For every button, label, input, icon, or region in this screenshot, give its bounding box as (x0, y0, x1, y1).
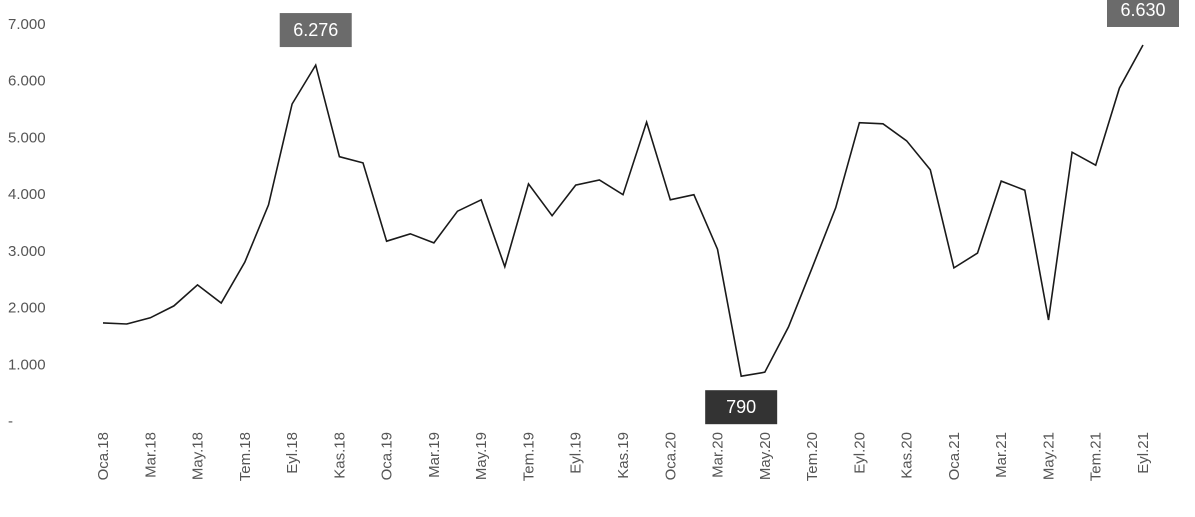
x-tick-label: Kas.19 (615, 432, 632, 479)
x-tick-label: Eyl.21 (1135, 432, 1152, 474)
y-tick-label: 5.000 (8, 129, 46, 146)
y-tick-label: 7.000 (8, 16, 46, 33)
x-tick-label: Oca.21 (946, 432, 963, 480)
value-label-box (705, 390, 778, 425)
value-label-box (1107, 0, 1179, 27)
x-tick-label: Mar.18 (142, 432, 159, 478)
x-tick-label: Tem.18 (237, 432, 254, 481)
y-tick-label: 4.000 (8, 186, 46, 203)
x-tick-label: Mar.20 (710, 432, 727, 478)
y-tick-label: 3.000 (8, 243, 46, 260)
y-tick-label: 1.000 (8, 356, 46, 373)
y-tick-label: - (8, 413, 13, 430)
value-label-box (279, 13, 352, 48)
x-tick-label: Kas.18 (331, 432, 348, 479)
x-tick-label: Mar.19 (426, 432, 443, 478)
x-tick-label: Eyl.18 (284, 432, 301, 474)
x-tick-label: May.20 (757, 432, 774, 480)
x-tick-label: Oca.18 (95, 432, 112, 480)
x-tick-label: Oca.20 (662, 432, 679, 480)
value-label: 790 (726, 397, 756, 417)
x-tick-label: Tem.19 (520, 432, 537, 481)
x-tick-label: Eyl.19 (568, 432, 585, 474)
x-tick-label: Tem.20 (804, 432, 821, 481)
x-tick-label: Mar.21 (993, 432, 1010, 478)
value-label: 6.630 (1120, 0, 1165, 20)
x-tick-label: Oca.19 (379, 432, 396, 480)
y-tick-label: 6.000 (8, 73, 46, 90)
x-tick-label: Kas.20 (899, 432, 916, 479)
x-tick-label: May.18 (190, 432, 207, 480)
x-tick-label: Eyl.20 (851, 432, 868, 474)
x-tick-label: May.21 (1040, 432, 1057, 480)
y-tick-label: 2.000 (8, 300, 46, 317)
x-tick-label: Tem.21 (1088, 432, 1105, 481)
value-label: 6.276 (293, 20, 338, 40)
line (102, 44, 1144, 378)
x-tick-label: May.19 (473, 432, 490, 480)
